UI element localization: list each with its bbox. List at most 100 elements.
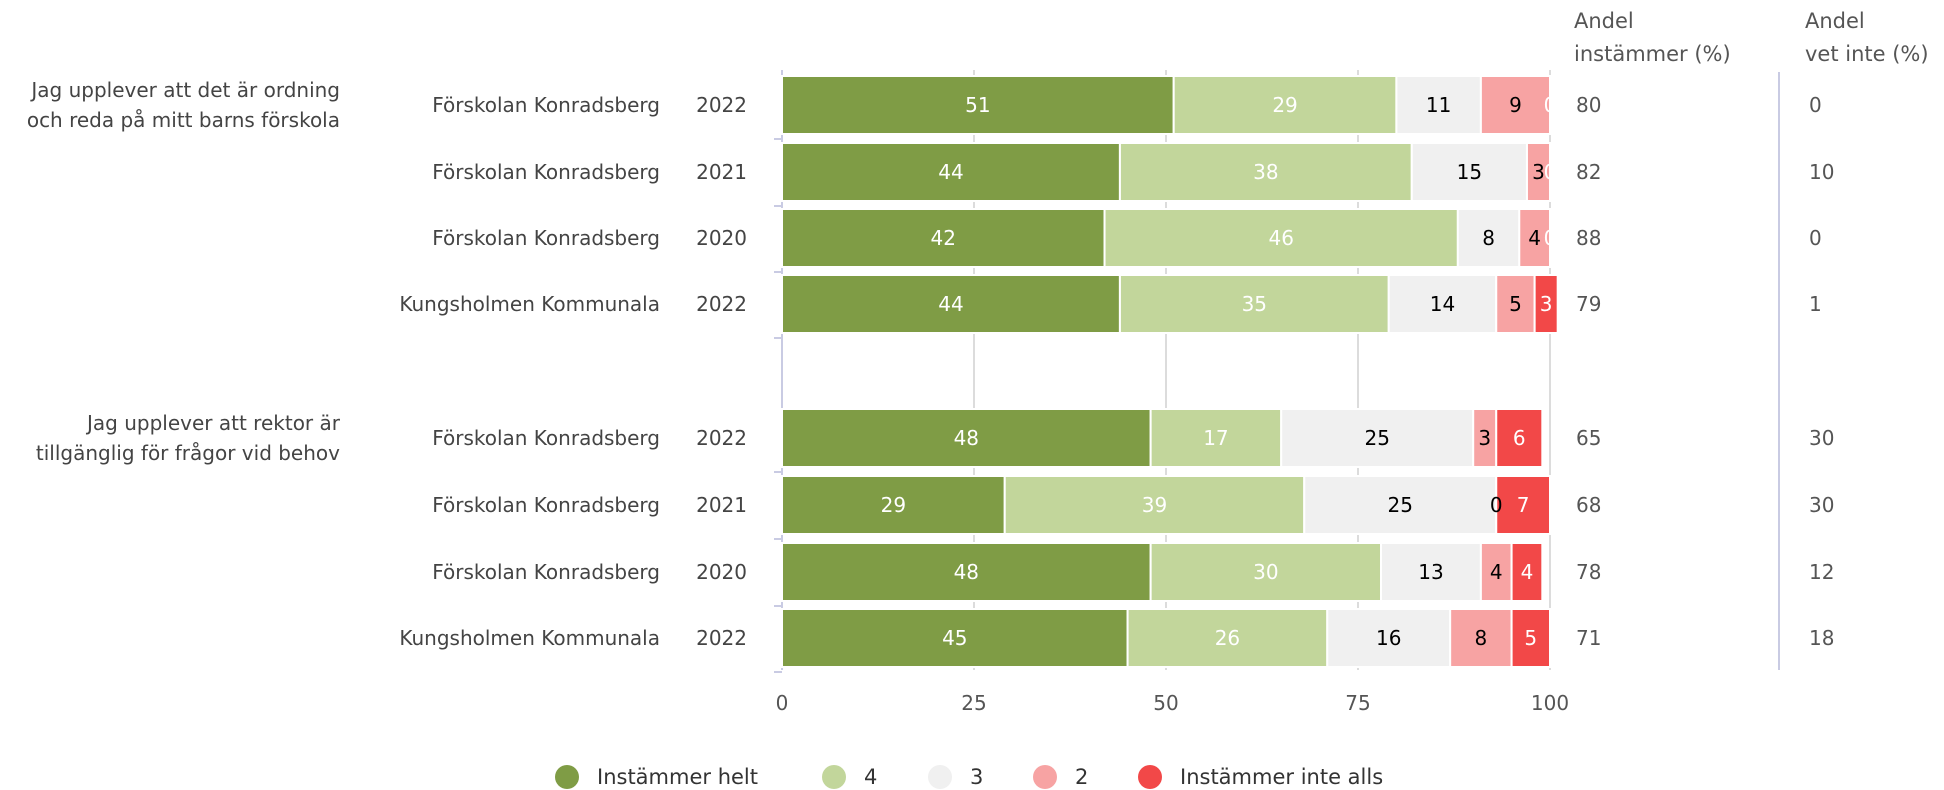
agree-share-value: 79 xyxy=(1576,292,1601,316)
x-tick-label: 0 xyxy=(776,691,789,715)
legend-label: 2 xyxy=(1075,765,1088,789)
unit-label: Förskolan Konradsberg xyxy=(432,493,660,517)
unit-label: Förskolan Konradsberg xyxy=(432,160,660,184)
dont-know-share-value: 12 xyxy=(1809,560,1834,584)
header-dont-know-share: vet inte (%) xyxy=(1805,42,1929,66)
bar-value-label: 44 xyxy=(938,292,963,316)
bar-value-label: 29 xyxy=(881,493,906,517)
bar-value-label: 35 xyxy=(1242,292,1267,316)
bar-value-label: 26 xyxy=(1215,626,1240,650)
year-label: 2022 xyxy=(696,93,747,117)
bar-segment xyxy=(1479,542,1513,602)
agree-share-value: 80 xyxy=(1576,93,1601,117)
bar-value-label: 8 xyxy=(1475,626,1488,650)
bar-value-label: 7 xyxy=(1517,493,1530,517)
year-label: 2021 xyxy=(696,160,747,184)
bar-value-label: 17 xyxy=(1203,426,1228,450)
dont-know-share-value: 30 xyxy=(1809,493,1834,517)
x-tick-label: 25 xyxy=(961,691,986,715)
bar-segment xyxy=(1380,542,1482,602)
bar-value-label: 5 xyxy=(1509,292,1522,316)
legend-marker xyxy=(822,765,846,789)
legend-label: Instämmer inte alls xyxy=(1180,765,1383,789)
legend-marker xyxy=(1033,765,1057,789)
bar-segment xyxy=(1533,274,1559,334)
unit-label: Kungsholmen Kommunala xyxy=(399,626,660,650)
x-tick-label: 100 xyxy=(1531,691,1569,715)
bar-value-label: 4 xyxy=(1490,560,1503,584)
bar-value-label: 8 xyxy=(1482,226,1495,250)
bar-value-label: 48 xyxy=(954,426,979,450)
dont-know-share-value: 30 xyxy=(1809,426,1834,450)
dont-know-share-value: 0 xyxy=(1809,226,1822,250)
bar-segment xyxy=(781,142,1121,202)
bar-segment xyxy=(1118,274,1390,334)
bar-value-label: 13 xyxy=(1418,560,1443,584)
unit-label: Förskolan Konradsberg xyxy=(432,426,660,450)
bar-value-label: 16 xyxy=(1376,626,1401,650)
bar-segment xyxy=(1303,475,1498,535)
question-label: Jag upplever att det är ordning xyxy=(29,78,340,102)
legend-marker xyxy=(555,765,579,789)
bar-segment xyxy=(1126,608,1329,668)
agree-share-value: 71 xyxy=(1576,626,1601,650)
bar-value-label: 45 xyxy=(942,626,967,650)
bar-value-label: 30 xyxy=(1253,560,1278,584)
bar-segment xyxy=(1525,142,1551,202)
bar-segment xyxy=(1395,75,1482,135)
agree-share-value: 88 xyxy=(1576,226,1601,250)
x-tick-label: 50 xyxy=(1153,691,1178,715)
bar-value-label: 3 xyxy=(1478,426,1491,450)
bar-value-label: 3 xyxy=(1540,292,1553,316)
dont-know-share-value: 18 xyxy=(1809,626,1834,650)
agree-share-value: 82 xyxy=(1576,160,1601,184)
header-dont-know-share: Andel xyxy=(1805,9,1865,33)
legend-label: 3 xyxy=(970,765,983,789)
agree-share-value: 68 xyxy=(1576,493,1601,517)
unit-label: Kungsholmen Kommunala xyxy=(399,292,660,316)
unit-label: Förskolan Konradsberg xyxy=(432,93,660,117)
unit-label: Förskolan Konradsberg xyxy=(432,226,660,250)
bar-value-label: 5 xyxy=(1524,626,1537,650)
bar-value-label: 3 xyxy=(1532,160,1545,184)
bar-segment xyxy=(781,408,1152,468)
legend-marker xyxy=(928,765,952,789)
bar-segment xyxy=(1510,608,1551,668)
bars xyxy=(781,75,1559,668)
agree-share-value: 65 xyxy=(1576,426,1601,450)
bar-segment xyxy=(1118,142,1413,202)
bar-segment xyxy=(1479,75,1552,135)
bar-value-label: 44 xyxy=(938,160,963,184)
bar-segment xyxy=(1495,408,1544,468)
bar-value-label: 11 xyxy=(1426,93,1451,117)
bar-value-label: 6 xyxy=(1513,426,1526,450)
bar-segment xyxy=(1449,608,1513,668)
x-tick-label: 75 xyxy=(1345,691,1370,715)
year-label: 2022 xyxy=(696,426,747,450)
bar-segment xyxy=(781,208,1106,268)
bar-value-label: 46 xyxy=(1268,226,1293,250)
bar-value-label: 39 xyxy=(1142,493,1167,517)
bar-value-label: 42 xyxy=(931,226,956,250)
year-label: 2020 xyxy=(696,560,747,584)
bar-value-label: 51 xyxy=(965,93,990,117)
dont-know-share-value: 10 xyxy=(1809,160,1834,184)
bar-value-label: 25 xyxy=(1388,493,1413,517)
bar-segment xyxy=(1003,475,1306,535)
bar-segment xyxy=(1495,475,1551,535)
legend-label: Instämmer helt xyxy=(597,765,758,789)
year-label: 2022 xyxy=(696,626,747,650)
bar-segment xyxy=(781,475,1006,535)
legend-label: 4 xyxy=(864,765,877,789)
bar-value-label: 4 xyxy=(1521,560,1534,584)
question-label: tillgänglig för frågor vid behov xyxy=(36,441,340,465)
bar-value-label: 15 xyxy=(1457,160,1482,184)
header-agree-share: instämmer (%) xyxy=(1574,42,1731,66)
dont-know-share-value: 1 xyxy=(1809,292,1822,316)
bar-segment xyxy=(781,274,1121,334)
bar-value-label: 29 xyxy=(1272,93,1297,117)
bar-segment xyxy=(781,75,1175,135)
question-label: Jag upplever att rektor är xyxy=(85,411,341,435)
